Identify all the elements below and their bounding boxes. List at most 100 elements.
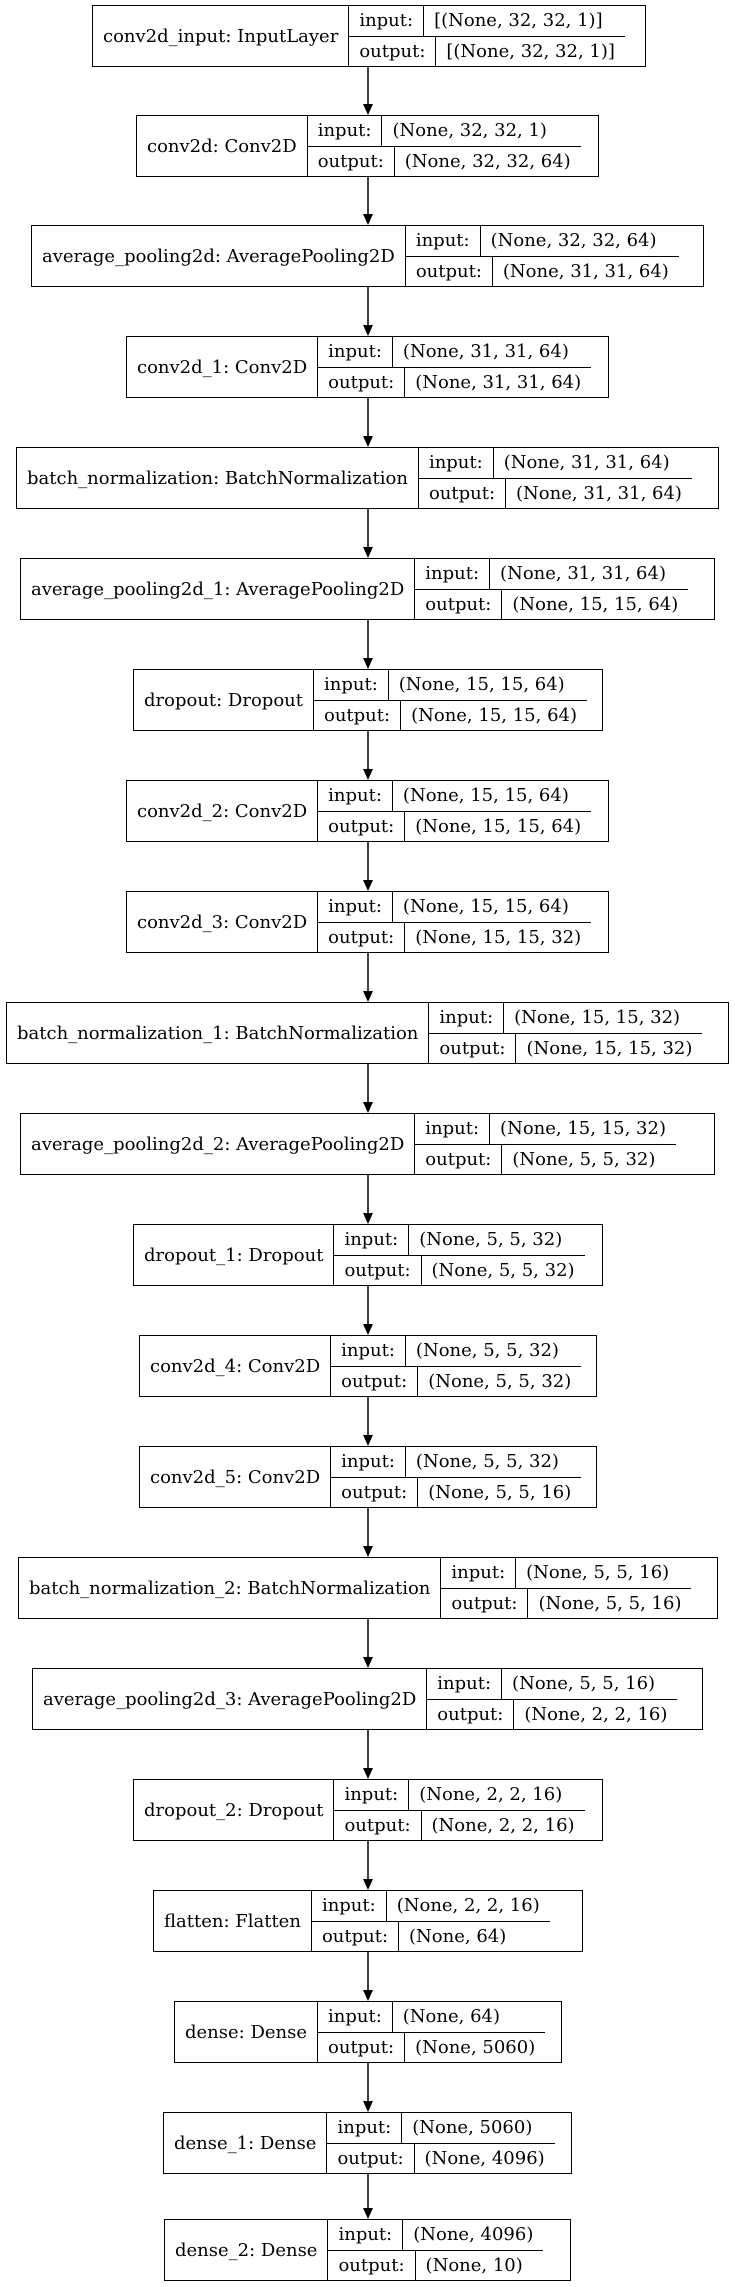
- output-shape: (None, 31, 31, 64): [415, 371, 582, 393]
- output-label: output:: [427, 1699, 515, 1729]
- output-label: output:: [318, 811, 406, 841]
- input-shape: (None, 15, 15, 64): [402, 896, 569, 918]
- output-shape: (None, 4096): [424, 2147, 545, 2169]
- input-shape: (None, 5, 5, 32): [419, 1229, 563, 1251]
- input-shape: (None, 2, 2, 16): [419, 1784, 563, 1806]
- output-shape: (None, 15, 15, 64): [411, 704, 577, 726]
- input-shape: (None, 31, 31, 64): [402, 341, 569, 363]
- input-label: input:: [314, 670, 389, 700]
- layer-name: conv2d_input: InputLayer: [93, 6, 350, 66]
- edge-arrow: [363, 287, 373, 336]
- layer-node-conv2d: conv2d: Conv2D input: (None, 32, 32, 1) o…: [136, 115, 599, 177]
- input-shape: (None, 4096): [413, 2224, 534, 2246]
- output-label: output:: [318, 2032, 406, 2062]
- edge-arrow: [363, 1841, 373, 1890]
- output-label: output:: [308, 146, 395, 176]
- arrowhead: [363, 214, 373, 225]
- layer-node-dropout-2: dropout_2: Dropout input: (None, 2, 2, 16…: [133, 1779, 603, 1841]
- output-shape: (None, 15, 15, 32): [526, 1037, 693, 1059]
- edge-arrow: [363, 1508, 373, 1557]
- edge-arrow: [363, 398, 373, 447]
- input-shape: (None, 32, 32, 1): [392, 120, 547, 142]
- input-label: input:: [334, 1780, 410, 1810]
- output-shape: (None, 15, 15, 64): [512, 593, 679, 615]
- layer-name: dense: Dense: [175, 2002, 319, 2062]
- arrowhead: [363, 1102, 373, 1113]
- layer-node-flatten: flatten: Flatten input: (None, 2, 2, 16) …: [153, 1890, 583, 1952]
- arrowhead: [363, 880, 373, 891]
- output-shape: (None, 31, 31, 64): [502, 260, 669, 282]
- edge-arrow: [363, 1397, 373, 1446]
- output-label: output:: [327, 2143, 415, 2173]
- edge-arrow: [363, 620, 373, 669]
- arrowhead: [363, 2101, 373, 2112]
- layer-name: conv2d_4: Conv2D: [140, 1336, 332, 1396]
- arrowhead: [363, 1435, 373, 1446]
- layer-node-average-pooling2d-3: average_pooling2d_3: AveragePooling2D in…: [32, 1668, 703, 1730]
- arrowhead: [363, 1879, 373, 1890]
- arrowhead: [363, 1213, 373, 1224]
- edge-arrow: [363, 177, 373, 225]
- layer-node-average-pooling2d-2: average_pooling2d_2: AveragePooling2D in…: [20, 1113, 715, 1175]
- layer-name: average_pooling2d: AveragePooling2D: [32, 226, 406, 286]
- output-shape: (None, 5, 5, 16): [538, 1592, 682, 1614]
- layer-name: conv2d_1: Conv2D: [127, 337, 319, 397]
- layer-node-conv2d-1: conv2d_1: Conv2D input: (None, 31, 31, 64…: [126, 336, 609, 398]
- layer-node-conv2d-4: conv2d_4: Conv2D input: (None, 5, 5, 32) …: [139, 1335, 597, 1397]
- input-label: input:: [318, 337, 393, 367]
- layer-node-dense: dense: Dense input: (None, 64) output: (No…: [174, 2001, 562, 2063]
- output-label: output:: [318, 922, 406, 952]
- edge-arrow: [363, 1064, 373, 1113]
- input-shape: [(None, 32, 32, 1)]: [434, 10, 603, 32]
- output-shape: (None, 10): [425, 2254, 523, 2276]
- layer-node-average-pooling2d: average_pooling2d: AveragePooling2D inpu…: [31, 225, 704, 287]
- input-label: input:: [312, 1891, 387, 1921]
- arrowhead: [363, 991, 373, 1002]
- edge-arrow: [363, 2174, 373, 2219]
- layer-name: batch_normalization_2: BatchNormalizatio…: [19, 1558, 442, 1618]
- arrowhead: [363, 1324, 373, 1335]
- layer-name: dense_1: Dense: [164, 2113, 328, 2173]
- input-shape: (None, 5, 5, 16): [512, 1673, 656, 1695]
- input-label: input:: [427, 1669, 503, 1699]
- arrowhead: [363, 1990, 373, 2001]
- arrowhead: [363, 1768, 373, 1779]
- input-shape: (None, 15, 15, 32): [500, 1118, 666, 1140]
- input-label: input:: [419, 448, 494, 478]
- output-label: output:: [415, 1144, 503, 1174]
- input-label: input:: [318, 892, 393, 922]
- output-label: output:: [419, 478, 507, 508]
- output-label: output:: [429, 1033, 517, 1063]
- input-shape: (None, 15, 15, 64): [402, 785, 569, 807]
- layer-name: batch_normalization: BatchNormalization: [17, 448, 419, 508]
- output-shape: (None, 32, 32, 64): [404, 150, 571, 172]
- edge-arrow: [363, 2063, 373, 2112]
- edge-arrow: [363, 509, 373, 558]
- input-shape: (None, 5, 5, 16): [526, 1562, 670, 1584]
- input-label: input:: [318, 781, 393, 811]
- layer-name: average_pooling2d_3: AveragePooling2D: [33, 1669, 428, 1729]
- input-label: input:: [415, 559, 491, 589]
- layer-name: batch_normalization_1: BatchNormalizatio…: [7, 1003, 430, 1063]
- input-shape: (None, 32, 32, 64): [490, 230, 657, 252]
- edge-arrow: [363, 953, 373, 1002]
- layer-node-batch-normalization: batch_normalization: BatchNormalization …: [16, 447, 719, 509]
- edge-arrow: [363, 67, 373, 115]
- layer-name: average_pooling2d_2: AveragePooling2D: [21, 1114, 416, 1174]
- input-label: input:: [318, 2002, 393, 2032]
- layer-node-conv2d-2: conv2d_2: Conv2D input: (None, 15, 15, 64…: [126, 780, 609, 842]
- output-shape: (None, 2, 2, 16): [431, 1814, 575, 1836]
- output-shape: (None, 2, 2, 16): [524, 1703, 668, 1725]
- edge-arrow: [363, 731, 373, 780]
- input-label: input:: [429, 1003, 505, 1033]
- input-label: input:: [308, 116, 383, 146]
- output-shape: (None, 5, 5, 32): [512, 1148, 656, 1170]
- input-label: input:: [331, 1336, 406, 1366]
- edge-arrow: [363, 1286, 373, 1335]
- input-shape: (None, 31, 31, 64): [503, 452, 670, 474]
- layer-node-batch-normalization-2: batch_normalization_2: BatchNormalizatio…: [18, 1557, 718, 1619]
- layer-name: conv2d_3: Conv2D: [127, 892, 319, 952]
- layer-name: conv2d_5: Conv2D: [140, 1447, 332, 1507]
- output-shape: (None, 5, 5, 32): [431, 1259, 575, 1281]
- layer-node-dropout-1: dropout_1: Dropout input: (None, 5, 5, 32…: [133, 1224, 603, 1286]
